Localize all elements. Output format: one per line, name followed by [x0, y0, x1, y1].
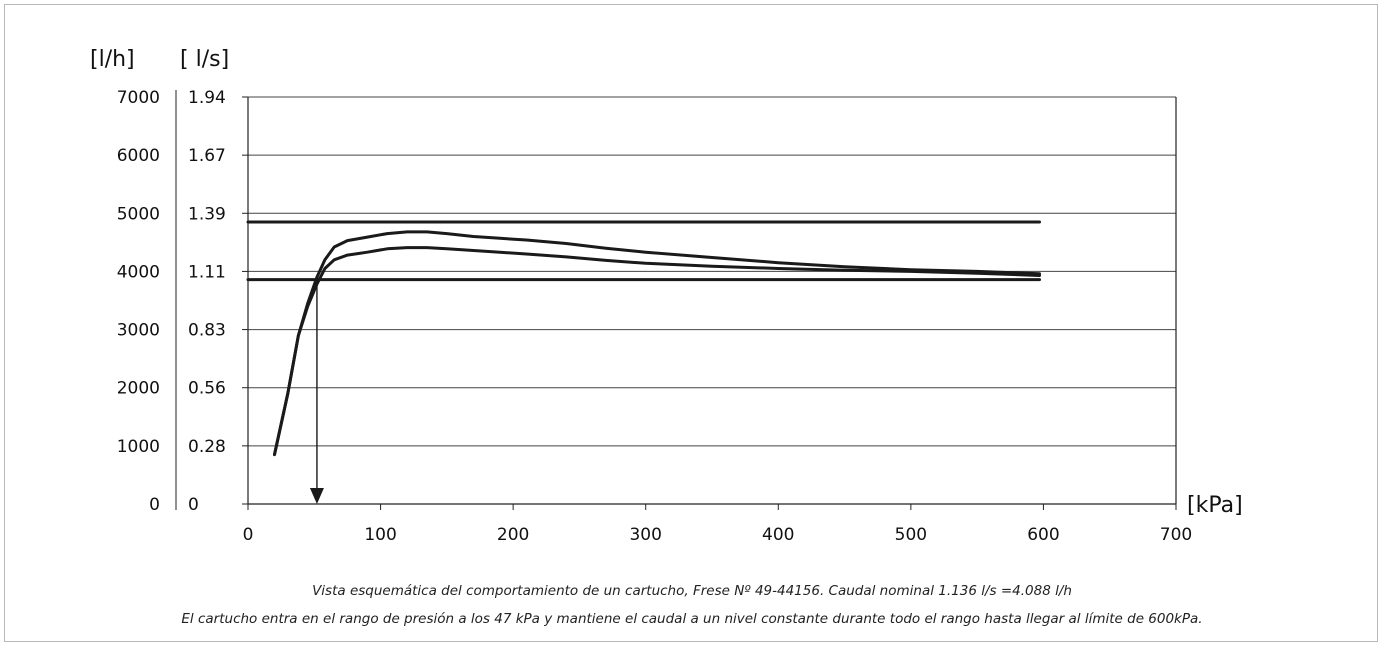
x-tick-label: 200 [497, 525, 529, 545]
y-axis-unit-lh: [l/h] [90, 47, 135, 72]
y-tick-label-ls: 0.28 [188, 437, 226, 457]
y-tick-label-ls: 0.56 [188, 379, 226, 399]
caption-line-2: El cartucho entra en el rango de presión… [181, 611, 1203, 627]
y-tick-label-ls: 0.83 [188, 321, 226, 341]
x-tick-label: 600 [1027, 525, 1059, 545]
y-tick-label-ls: 1.11 [188, 262, 226, 282]
x-tick-label: 500 [895, 525, 927, 545]
caption-line-1: Vista esquemática del comportamiento de … [312, 583, 1072, 599]
x-tick-label: 400 [762, 525, 794, 545]
y-tick-label-ls: 1.94 [188, 88, 226, 108]
y-tick-label-lh: 5000 [117, 204, 160, 224]
y-tick-label-lh: 6000 [117, 146, 160, 166]
chart-frame [4, 4, 1378, 642]
y-tick-label-ls: 1.67 [188, 146, 226, 166]
y-tick-label-lh: 2000 [117, 379, 160, 399]
x-axis-unit: [kPa] [1187, 493, 1243, 518]
x-tick-label: 0 [243, 525, 254, 545]
y-tick-label-lh: 1000 [117, 437, 160, 457]
annotation-layer [309, 280, 324, 504]
x-tick-label: 100 [364, 525, 396, 545]
series-layer [246, 220, 1041, 457]
y-tick-label-lh: 0 [149, 495, 160, 515]
y-tick-label-lh: 3000 [117, 321, 160, 341]
series-line-1 [273, 230, 1041, 457]
y-tick-label-lh: 4000 [117, 262, 160, 282]
x-tick-label: 300 [629, 525, 661, 545]
axes [175, 90, 1177, 510]
y-tick-label-ls: 0 [188, 495, 199, 515]
y-tick-label-lh: 7000 [117, 88, 160, 108]
y-axis-unit-ls: [ l/s] [180, 47, 229, 72]
x-tick-label: 700 [1160, 525, 1192, 545]
y-tick-label-ls: 1.39 [188, 204, 226, 224]
grid-lines [248, 96, 1176, 447]
arrow-head [309, 488, 324, 504]
